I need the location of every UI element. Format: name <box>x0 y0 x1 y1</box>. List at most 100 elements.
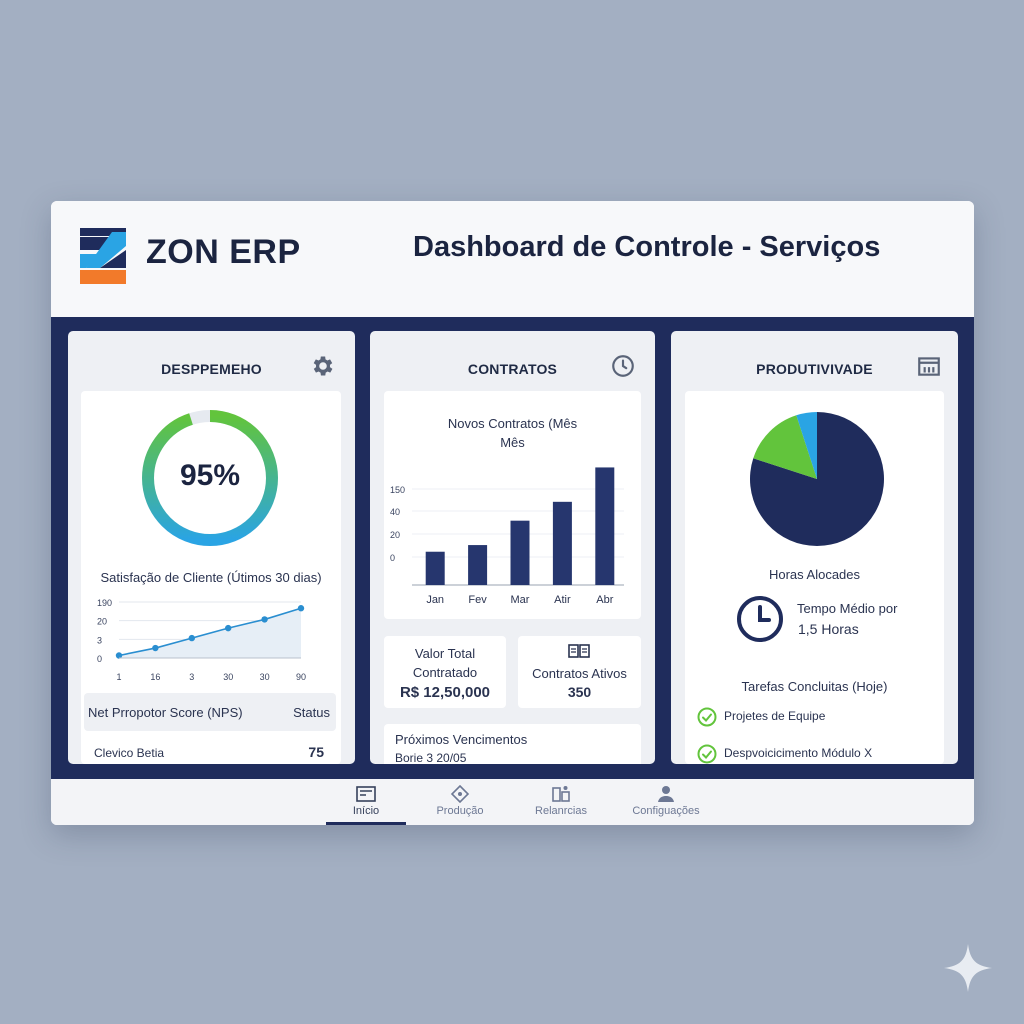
tempo-label: Tempo Médio por <box>797 601 898 616</box>
nav-label: Produção <box>436 805 484 817</box>
y-tick-label: 0 <box>97 654 102 664</box>
bar <box>510 520 530 585</box>
x-tick-label: Abr <box>596 594 613 606</box>
data-point <box>152 644 159 652</box>
sparkle-icon <box>944 944 992 992</box>
home-card-icon <box>356 786 376 802</box>
data-point <box>225 624 232 632</box>
dashboard-body: DESPPEMEHO 95% Satisfação d <box>51 317 974 779</box>
clock-icon <box>737 596 783 642</box>
x-tick-label: 30 <box>223 672 233 682</box>
donut-value: 95% <box>179 459 241 492</box>
x-tick-label: 90 <box>296 672 306 682</box>
y-tick-label: 40 <box>390 507 400 517</box>
desempenho-panel: 95% Satisfação de Cliente (Útimos 30 dia… <box>81 391 341 764</box>
vencimentos-panel: Próximos Vencimentos Borie 3 20/05 <box>384 724 641 764</box>
app-name: ZON ERP <box>146 233 301 271</box>
task-item[interactable]: Despvoicicimento Módulo X <box>697 742 937 764</box>
bar <box>595 467 615 585</box>
calendar-icon[interactable] <box>916 353 942 379</box>
x-tick-label: Atir <box>554 594 571 606</box>
y-tick-label: 20 <box>97 617 107 627</box>
valor-value: R$ 12,50,000 <box>399 684 491 701</box>
valor-total-tile: Valor Total Contratado R$ 12,50,000 <box>384 636 506 708</box>
contratos-card: CONTRATOS Novos Contratos (Mês Mês 150 40… <box>370 331 655 764</box>
nps-label: Net Prropotor Score (NPS) <box>88 705 243 720</box>
report-icon <box>552 786 570 802</box>
pie-slice <box>796 412 817 479</box>
data-point <box>261 616 268 623</box>
page-title: Dashboard de Controle - Serviços <box>413 231 881 263</box>
x-tick-label: 16 <box>150 672 160 682</box>
horas-pie-chart <box>750 412 884 546</box>
tag-icon <box>450 785 470 803</box>
zon-logo-icon <box>80 228 126 284</box>
vencimentos-value: Borie 3 20/05 <box>395 751 467 764</box>
task-item[interactable]: Projetes de Equipe <box>697 705 937 727</box>
bar <box>468 545 488 585</box>
gear-icon[interactable] <box>310 353 336 379</box>
ativos-label: Contratos Ativos <box>532 666 627 681</box>
ativos-value: 350 <box>567 684 592 700</box>
nps-row-label: Clevico Betia <box>94 746 165 760</box>
nav-item-configuracoes[interactable]: Configuações <box>626 779 706 825</box>
document-icon <box>568 644 590 658</box>
produtividade-panel: Horas Alocades Tempo Médio por 1,5 Horas… <box>685 391 944 764</box>
y-tick-label: 150 <box>390 485 405 495</box>
task-label: Despvoicicimento Módulo X <box>724 746 873 760</box>
tempo-value: 1,5 Horas <box>798 621 859 637</box>
valor-label-line1: Valor Total <box>414 646 476 661</box>
user-icon <box>658 786 674 802</box>
status-label: Status <box>293 705 330 720</box>
new-contracts-panel: Novos Contratos (Mês Mês 150 40 20 0 Jan Fev M… <box>384 391 641 619</box>
clock-icon[interactable] <box>610 353 636 379</box>
nav-label: Relanrcias <box>535 805 587 817</box>
bar <box>425 551 445 585</box>
tarefas-label: Tarefas Concluitas (Hoje) <box>741 679 888 694</box>
valor-label-line2: Contratado <box>412 665 478 680</box>
x-tick-label: Mar <box>511 594 530 606</box>
vencimentos-label: Próximos Vencimentos <box>395 732 528 747</box>
satisfaction-donut <box>142 410 278 546</box>
nps-row-value: 75 <box>308 744 324 760</box>
app-window: ZON ERP Dashboard de Controle - Serviços… <box>51 201 974 825</box>
chart-title-line2: Mês <box>500 435 525 450</box>
nps-header-row: Net Prropotor Score (NPS) Status <box>84 693 336 731</box>
bar <box>552 501 572 585</box>
data-point <box>297 605 305 612</box>
contratos-ativos-tile: Contratos Ativos 350 <box>518 636 641 708</box>
y-tick-label: 3 <box>97 635 102 645</box>
y-tick-label: 190 <box>97 598 112 608</box>
x-tick-label: Jan <box>426 594 444 606</box>
produtividade-title: PRODUTIVIVADE <box>756 361 873 377</box>
chart-title-line1: Novos Contratos (Mês <box>447 416 578 431</box>
nav-label: Início <box>352 805 380 817</box>
data-point <box>115 652 123 659</box>
nav-item-inicio[interactable]: Início <box>326 779 406 825</box>
nav-label: Configuações <box>632 805 700 817</box>
x-tick-label: Fev <box>468 594 487 606</box>
x-tick-label: 1 <box>116 672 121 682</box>
series-line <box>118 607 302 657</box>
x-tick-label: 30 <box>260 672 270 682</box>
y-tick-label: 20 <box>390 530 400 540</box>
header: ZON ERP Dashboard de Controle - Serviços <box>51 201 974 317</box>
desempenho-title: DESPPEMEHO <box>161 361 262 377</box>
nav-item-relatorios[interactable]: Relanrcias <box>521 779 601 825</box>
pie-slice <box>753 415 817 479</box>
y-tick-label: 0 <box>390 553 395 563</box>
desempenho-card: DESPPEMEHO 95% Satisfação d <box>68 331 355 764</box>
nav-item-producao[interactable]: Produção <box>420 779 500 825</box>
horas-label: Horas Alocades <box>768 567 861 582</box>
x-tick-label: 3 <box>189 672 194 682</box>
contratos-title: CONTRATOS <box>467 361 558 377</box>
satisfaction-label: Satisfação de Cliente (Útimos 30 dias) <box>100 570 322 585</box>
task-label: Projetes de Equipe <box>724 709 826 723</box>
new-contracts-bar-chart: 150 40 20 0 Jan Fev Mar Atir Abr <box>390 467 624 606</box>
check-icon <box>697 744 717 764</box>
produtividade-card: PRODUTIVIVADE Horas Alocades Tempo Médio… <box>671 331 958 764</box>
check-icon <box>697 707 717 727</box>
active-underline <box>326 822 406 825</box>
data-point <box>188 634 195 642</box>
